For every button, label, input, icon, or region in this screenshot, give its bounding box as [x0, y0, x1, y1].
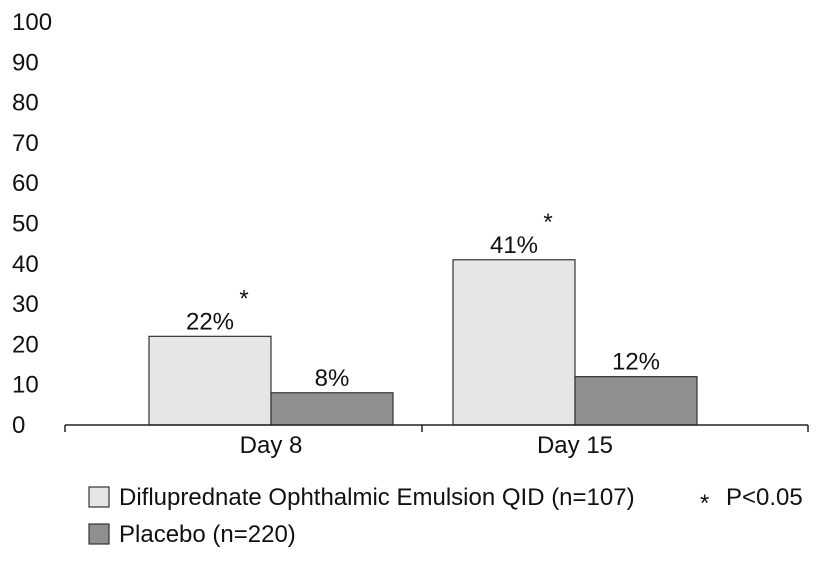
bar-group	[148, 259, 698, 426]
bar-difluprednate-day-15	[452, 259, 576, 426]
y-tick-label: 0	[12, 412, 25, 439]
data-label: 22%	[186, 308, 234, 335]
legend-swatch-placebo	[88, 523, 110, 545]
y-tick-label: 70	[12, 130, 39, 157]
significance-marker: *	[700, 490, 709, 517]
data-label: 41%	[490, 232, 538, 259]
bar-difluprednate-day-8	[148, 335, 272, 426]
y-tick-label: 100	[12, 9, 52, 36]
y-axis-ticks: 0 10 20 30 40 50 60 70 80 90 100	[12, 9, 52, 439]
data-label: 12%	[612, 349, 660, 376]
significance-star: *	[543, 209, 552, 236]
legend: Difluprednate Ophthalmic Emulsion QID (n…	[88, 484, 803, 548]
y-tick-label: 10	[12, 372, 39, 399]
legend-swatch-difluprednate	[88, 486, 110, 508]
y-tick-label: 80	[12, 90, 39, 117]
data-label: 8%	[315, 365, 350, 392]
legend-label-difluprednate: Difluprednate Ophthalmic Emulsion QID (n…	[119, 484, 635, 511]
bar-placebo-day-15	[574, 376, 698, 426]
y-tick-label: 20	[12, 331, 39, 358]
y-tick-label: 40	[12, 251, 39, 278]
x-tick-label: Day 8	[240, 432, 303, 459]
x-axis-ticks: Day 8 Day 15	[64, 425, 809, 459]
legend-label-placebo: Placebo (n=220)	[119, 521, 296, 548]
bar-placebo-day-8	[270, 392, 394, 426]
significance-note: P<0.05	[726, 484, 803, 511]
significance-star: *	[239, 285, 248, 312]
data-label-group: 22%*8%41%*12%	[186, 209, 660, 392]
y-tick-label: 30	[12, 291, 39, 318]
y-tick-label: 50	[12, 211, 39, 238]
y-tick-label: 60	[12, 170, 39, 197]
y-tick-label: 90	[12, 49, 39, 76]
x-tick-label: Day 15	[537, 432, 613, 459]
